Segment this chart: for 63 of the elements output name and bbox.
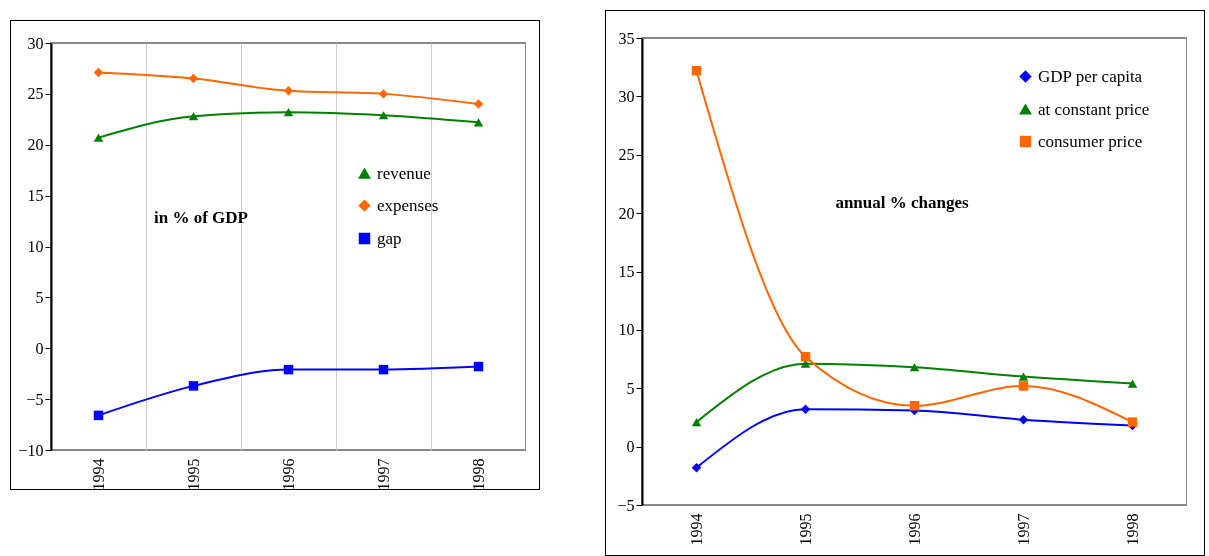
point — [283, 108, 294, 117]
point — [800, 404, 811, 415]
x-tick-label: 1998 — [1124, 513, 1141, 546]
point — [188, 112, 199, 121]
y-tick-label: −5 — [617, 496, 635, 514]
point — [909, 401, 920, 411]
point — [93, 67, 104, 78]
y-tick-label: 25 — [618, 146, 635, 164]
point — [1127, 379, 1138, 388]
y-tick-label: 15 — [27, 187, 44, 205]
annotation: in % of GDP — [154, 208, 248, 227]
point — [473, 361, 484, 372]
x-tick-label: 1996 — [906, 513, 923, 546]
x-tick-label: 1994 — [90, 458, 107, 491]
y-tick-label: 20 — [27, 136, 44, 154]
legend-label: consumer price — [1038, 131, 1143, 151]
point — [283, 364, 294, 375]
annotation: annual % changes — [835, 193, 969, 212]
point — [909, 363, 920, 372]
x-tick-label: 1997 — [1015, 513, 1032, 546]
point — [473, 118, 484, 127]
point — [1018, 372, 1029, 381]
point — [188, 381, 199, 391]
legend-label: gap — [377, 228, 402, 248]
point — [93, 133, 104, 142]
point — [1127, 417, 1138, 427]
y-tick-label: 25 — [27, 85, 44, 103]
legend-label: expenses — [377, 195, 439, 215]
point — [283, 86, 294, 96]
y-tick-label: −10 — [18, 441, 44, 459]
y-tick-label: 35 — [618, 29, 635, 47]
y-tick-label: 0 — [626, 438, 635, 456]
x-tick-label: 1998 — [470, 458, 487, 491]
x-tick-label: 1996 — [280, 458, 297, 491]
point — [473, 99, 484, 109]
x-tick-label: 1997 — [375, 458, 392, 491]
point — [691, 65, 702, 76]
point — [93, 410, 104, 421]
y-tick-label: 5 — [626, 379, 635, 397]
x-tick-label: 1994 — [688, 513, 705, 546]
y-tick-label: 0 — [35, 339, 44, 357]
legend-label: at constant price — [1038, 99, 1150, 119]
legend-label: GDP per capita — [1038, 66, 1143, 86]
point — [691, 418, 702, 427]
point — [378, 89, 389, 99]
x-tick-label: 1995 — [797, 513, 814, 546]
x-tick-label: 1995 — [185, 458, 202, 491]
y-tick-label: 10 — [618, 321, 635, 339]
y-tick-label: 10 — [27, 238, 44, 255]
point — [378, 111, 389, 120]
y-tick-label: 30 — [27, 34, 44, 52]
y-tick-label: 20 — [618, 204, 635, 222]
point — [1018, 415, 1029, 425]
y-tick-label: 5 — [35, 288, 44, 306]
point — [691, 462, 702, 473]
legend-label: revenue — [377, 163, 431, 183]
y-tick-label: 30 — [618, 87, 635, 105]
point — [800, 351, 811, 362]
y-tick-label: 15 — [618, 263, 635, 280]
point — [1018, 381, 1029, 391]
point — [378, 364, 389, 375]
y-tick-label: −5 — [26, 390, 44, 408]
point — [188, 73, 199, 84]
